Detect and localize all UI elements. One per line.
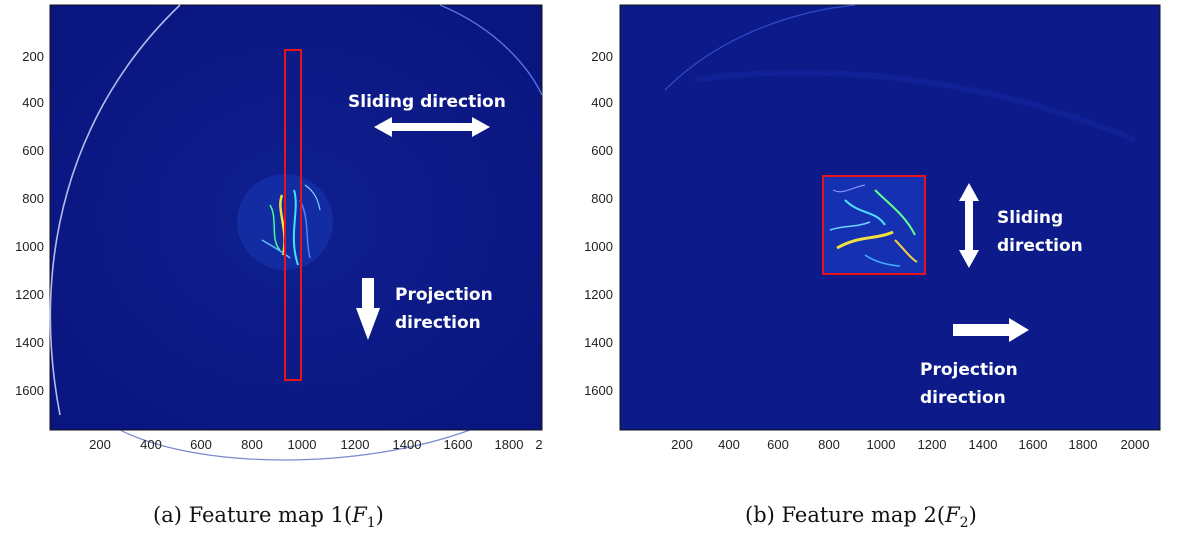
caption-b-var: F bbox=[945, 503, 960, 527]
y-axis-ticks: 200 400 600 800 1000 1200 1400 1600 bbox=[15, 49, 44, 398]
y-tick: 200 bbox=[591, 49, 613, 64]
y-tick: 200 bbox=[22, 49, 44, 64]
x-axis-ticks: 200 400 600 800 1000 1200 1400 1600 1800… bbox=[89, 437, 542, 452]
projection-direction-arrow bbox=[953, 318, 1029, 342]
circle-boundary bbox=[49, 4, 181, 416]
y-tick: 1200 bbox=[584, 287, 613, 302]
caption-b-suffix: ) bbox=[968, 503, 977, 527]
caption-b-prefix: (b) Feature map 2( bbox=[745, 503, 946, 527]
feature-blob bbox=[824, 177, 924, 273]
projection-direction-arrow bbox=[356, 278, 380, 340]
y-tick: 600 bbox=[22, 143, 44, 158]
x-tick: 1000 bbox=[867, 437, 896, 452]
caption-a-prefix: (a) Feature map 1( bbox=[153, 503, 353, 527]
x-tick: 1200 bbox=[918, 437, 947, 452]
y-tick: 400 bbox=[22, 95, 44, 110]
x-tick: 400 bbox=[718, 437, 740, 452]
caption-a-suffix: ) bbox=[375, 503, 384, 527]
x-tick: 800 bbox=[818, 437, 840, 452]
caption-b-sub: 2 bbox=[959, 515, 969, 532]
x-tick: 600 bbox=[767, 437, 789, 452]
y-tick: 800 bbox=[591, 191, 613, 206]
x-tick: 1800 bbox=[1069, 437, 1098, 452]
y-tick: 800 bbox=[22, 191, 44, 206]
feature-map-1-panel: Sliding direction Projection direction 2… bbox=[15, 4, 543, 461]
x-tick: 600 bbox=[190, 437, 212, 452]
projection-direction-label-line2: direction bbox=[920, 388, 1006, 408]
faint-arc bbox=[664, 4, 856, 91]
y-tick: 1400 bbox=[15, 335, 44, 350]
caption-b: (b) Feature map 2(F2) bbox=[745, 503, 977, 531]
projection-direction-label-line1: Projection bbox=[920, 360, 1018, 380]
y-tick: 1200 bbox=[15, 287, 44, 302]
roi-box-square bbox=[822, 175, 926, 275]
feature-map-2-panel: Sliding direction Projection direction 2… bbox=[584, 4, 1161, 452]
sliding-direction-arrow bbox=[374, 117, 490, 137]
x-tick: 200 bbox=[671, 437, 693, 452]
x-tick: 2 bbox=[535, 437, 542, 452]
sliding-direction-label-line2: direction bbox=[997, 236, 1083, 256]
roi-box-vertical bbox=[284, 49, 302, 381]
x-tick: 1600 bbox=[444, 437, 473, 452]
y-tick: 400 bbox=[591, 95, 613, 110]
circle-boundary-right bbox=[439, 4, 543, 96]
circle-boundary-bottom bbox=[119, 429, 471, 461]
caption-a-var: F bbox=[352, 503, 367, 527]
projection-direction-label-line2: direction bbox=[395, 313, 481, 333]
y-tick: 1000 bbox=[584, 239, 613, 254]
sliding-direction-label-line1: Sliding bbox=[997, 208, 1063, 228]
y-tick: 600 bbox=[591, 143, 613, 158]
x-tick: 1400 bbox=[393, 437, 422, 452]
x-tick: 1200 bbox=[341, 437, 370, 452]
y-tick: 1600 bbox=[15, 383, 44, 398]
x-tick: 800 bbox=[241, 437, 263, 452]
caption-a: (a) Feature map 1(F1) bbox=[153, 503, 384, 531]
y-tick: 1000 bbox=[15, 239, 44, 254]
sliding-direction-arrow bbox=[959, 183, 979, 268]
projection-direction-label-line1: Projection bbox=[395, 285, 493, 305]
x-tick: 400 bbox=[140, 437, 162, 452]
faint-arc-2 bbox=[694, 69, 1137, 143]
sliding-direction-label: Sliding direction bbox=[348, 92, 506, 112]
x-tick: 1000 bbox=[288, 437, 317, 452]
x-axis-ticks: 200 400 600 800 1000 1200 1400 1600 1800… bbox=[671, 437, 1149, 452]
x-tick: 200 bbox=[89, 437, 111, 452]
x-tick: 1800 bbox=[495, 437, 524, 452]
caption-a-sub: 1 bbox=[366, 515, 376, 532]
y-tick: 1600 bbox=[584, 383, 613, 398]
x-tick: 1600 bbox=[1019, 437, 1048, 452]
x-tick: 2000 bbox=[1121, 437, 1150, 452]
y-axis-ticks: 200 400 600 800 1000 1200 1400 1600 bbox=[584, 49, 613, 398]
y-tick: 1400 bbox=[584, 335, 613, 350]
x-tick: 1400 bbox=[969, 437, 998, 452]
